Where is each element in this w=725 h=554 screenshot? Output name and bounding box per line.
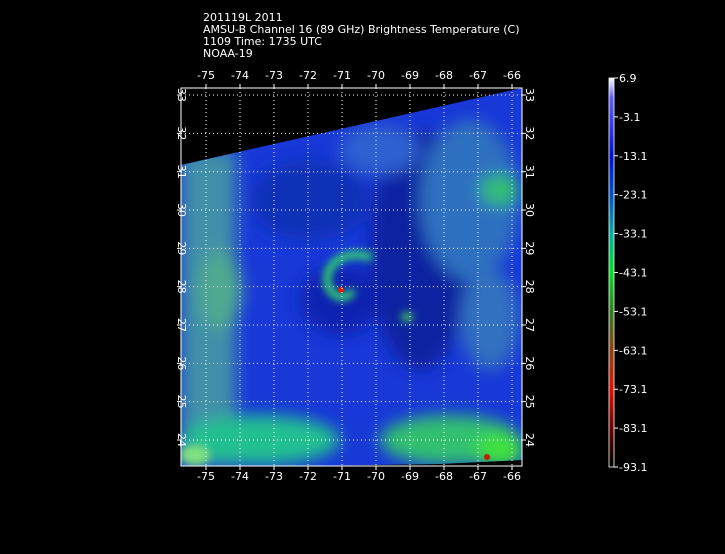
lon-label: -67 — [469, 470, 487, 483]
lat-label: 25 — [175, 395, 188, 409]
lon-label: -71 — [333, 69, 351, 82]
lat-label: 25 — [523, 395, 536, 409]
lon-label: -69 — [401, 69, 419, 82]
lat-label: 33 — [523, 88, 536, 102]
header-line: NOAA-19 — [203, 47, 253, 60]
colorbar-label: -3.1 — [619, 111, 640, 124]
colorbar — [608, 77, 615, 468]
lat-label: 24 — [175, 433, 188, 447]
header-line: 1109 Time: 1735 UTC — [203, 35, 322, 48]
lon-label: -66 — [503, 470, 521, 483]
colorbar-label: -33.1 — [619, 228, 647, 241]
lon-label: -67 — [469, 69, 487, 82]
header-line: AMSU-B Channel 16 (89 GHz) Brightness Te… — [203, 23, 520, 36]
lat-label: 28 — [175, 280, 188, 294]
lat-label: 30 — [175, 203, 188, 217]
lat-label: 29 — [175, 241, 188, 255]
lon-label: -72 — [299, 69, 317, 82]
lat-label: 27 — [175, 318, 188, 332]
colorbar-label: -93.1 — [619, 461, 647, 474]
lon-label: -66 — [503, 69, 521, 82]
lon-label: -70 — [367, 69, 385, 82]
colorbar-label: -73.1 — [619, 383, 647, 396]
lat-label: 31 — [523, 165, 536, 179]
lon-label: -75 — [197, 470, 215, 483]
lon-label: -68 — [435, 470, 453, 483]
lat-label: 29 — [523, 241, 536, 255]
imagery — [181, 88, 522, 466]
colorbar-label: -43.1 — [619, 267, 647, 280]
colorbar-label: -23.1 — [619, 189, 647, 202]
colorbar-label: -83.1 — [619, 422, 647, 435]
colorbar-label: -63.1 — [619, 344, 647, 357]
lon-label: -73 — [265, 470, 283, 483]
colorbar-label: 6.9 — [619, 72, 637, 85]
lat-label: 32 — [523, 126, 536, 140]
lat-label: 32 — [175, 126, 188, 140]
lon-label: -72 — [299, 470, 317, 483]
lat-label: 26 — [523, 356, 536, 370]
lon-label: -70 — [367, 470, 385, 483]
header: 201119L 2011 AMSU-B Channel 16 (89 GHz) … — [203, 11, 520, 60]
lat-label: 24 — [523, 433, 536, 447]
lon-label: -68 — [435, 69, 453, 82]
lon-label: -71 — [333, 470, 351, 483]
lon-label: -74 — [231, 69, 249, 82]
lon-label: -74 — [231, 470, 249, 483]
lon-label: -69 — [401, 470, 419, 483]
lat-label: 33 — [175, 88, 188, 102]
lat-label: 31 — [175, 165, 188, 179]
lat-label: 30 — [523, 203, 536, 217]
header-line: 201119L 2011 — [203, 11, 283, 24]
map-frame — [180, 87, 523, 467]
colorbar-label: -53.1 — [619, 305, 647, 318]
lon-label: -75 — [197, 69, 215, 82]
lon-label: -73 — [265, 69, 283, 82]
lat-label: 28 — [523, 280, 536, 294]
colorbar-label: -13.1 — [619, 150, 647, 163]
lat-label: 26 — [175, 356, 188, 370]
lat-label: 27 — [523, 318, 536, 332]
